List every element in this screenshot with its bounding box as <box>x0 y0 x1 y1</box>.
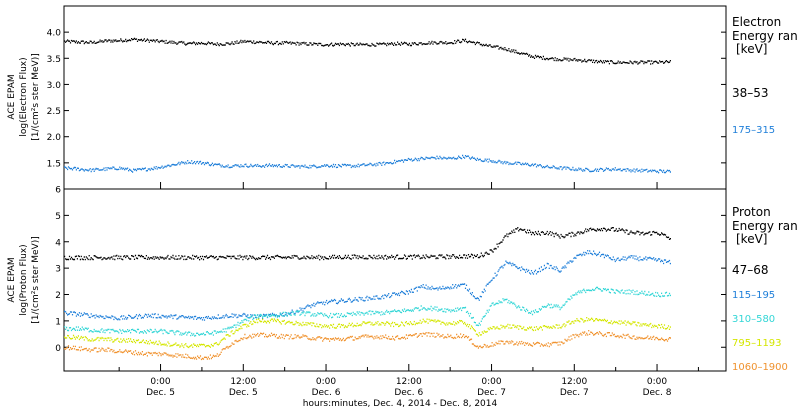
proton-ylabel-2: log(Proton Flux) <box>19 244 29 315</box>
legend-proton-4: 1060–1900 <box>732 362 788 373</box>
legend-electron-0: 38–53 <box>732 86 769 100</box>
x-tick-time-6: 0:00 <box>647 377 667 387</box>
series-electron-1 <box>64 154 671 174</box>
x-tick-time-1: 12:00 <box>230 377 256 387</box>
x-tick-time-4: 0:00 <box>481 377 501 387</box>
y-tick-label-proton-5: 5 <box>55 212 61 222</box>
legend-proton-1: 115–195 <box>732 290 775 301</box>
electron-ylabel-2: log(Electron Flux) <box>19 57 29 136</box>
electron-legend-title-2: Energy ran <box>732 29 798 43</box>
series-proton-1 <box>64 250 671 321</box>
x-tick-time-0: 0:00 <box>150 377 170 387</box>
electron-panel-frame <box>63 5 727 190</box>
x-tick-day-4: Dec. 7 <box>477 388 506 398</box>
x-tick-day-2: Dec. 6 <box>312 388 341 398</box>
legend-proton-0: 47–68 <box>732 263 769 277</box>
x-tick-day-0: Dec. 5 <box>146 388 175 398</box>
y-tick-label-electron-4: 3.5 <box>47 55 61 65</box>
series-proton-2 <box>64 286 671 337</box>
series-electron-0 <box>64 37 671 65</box>
electron-ylabel-3: [1/(cm²s ster MeV)] <box>31 53 41 140</box>
proton-ylabel-3: [1/(cm²s ster MeV)] <box>31 236 41 323</box>
x-axis-label: hours:minutes, Dec. 4, 2014 - Dec. 8, 20… <box>303 399 498 409</box>
y-tick-label-proton-2: 2 <box>55 291 61 301</box>
proton-legend-title-2: Energy ran <box>732 219 798 233</box>
proton-legend-unit: [keV] <box>736 232 767 246</box>
y-tick-label-proton-3: 3 <box>55 265 61 275</box>
y-tick-label-electron-3: 3.0 <box>47 81 62 91</box>
y-tick-label-electron-1: 2.0 <box>47 133 62 143</box>
proton-ylabel-1: ACE EPAM <box>7 257 17 302</box>
electron-ylabel-1: ACE EPAM <box>7 74 17 119</box>
proton-panel-frame <box>63 188 727 372</box>
series-proton-3 <box>64 317 671 349</box>
series-proton-4 <box>64 330 671 361</box>
electron-legend-unit: [keV] <box>736 42 767 56</box>
series-proton-0 <box>64 227 671 261</box>
legend-proton-2: 310–580 <box>732 314 775 325</box>
y-tick-label-electron-2: 2.5 <box>47 107 61 117</box>
proton-legend-title-1: Proton <box>732 205 771 219</box>
y-tick-label-proton-6: 6 <box>55 186 61 196</box>
x-tick-time-3: 12:00 <box>396 377 422 387</box>
y-tick-label-proton-4: 4 <box>55 238 61 248</box>
electron-legend-title-1: Electron <box>732 15 781 29</box>
x-tick-time-2: 0:00 <box>316 377 336 387</box>
y-tick-label-proton-1: 1 <box>55 317 61 327</box>
y-tick-label-proton-0: 0 <box>55 344 61 354</box>
legend-proton-3: 795–1193 <box>732 338 782 349</box>
y-tick-label-electron-5: 4.0 <box>47 29 62 39</box>
x-tick-time-5: 12:00 <box>561 377 587 387</box>
x-tick-day-3: Dec. 6 <box>394 388 423 398</box>
x-tick-day-6: Dec. 8 <box>643 388 672 398</box>
y-tick-label-electron-0: 1.5 <box>47 159 61 169</box>
x-tick-day-1: Dec. 5 <box>229 388 258 398</box>
x-tick-day-5: Dec. 7 <box>560 388 589 398</box>
legend-electron-1: 175–315 <box>732 125 775 136</box>
